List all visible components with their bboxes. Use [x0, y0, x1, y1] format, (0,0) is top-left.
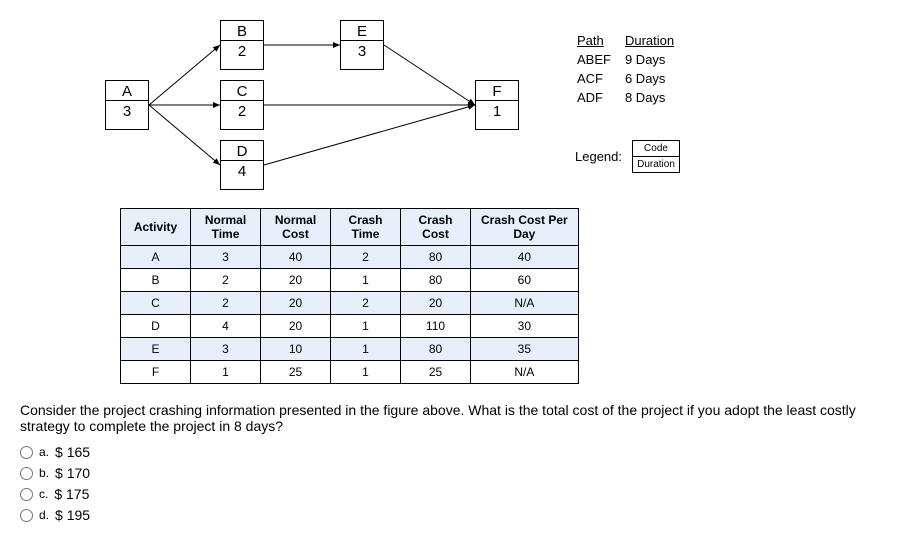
option-text-2: $ 175	[54, 486, 89, 502]
th-2: NormalCost	[261, 209, 331, 246]
legend: Legend: Code Duration	[575, 140, 680, 173]
cell-4-0: E	[121, 338, 191, 361]
dur-1: 6 Days	[625, 70, 686, 87]
path-0: ABEF	[577, 51, 623, 68]
node-C: C2	[220, 80, 264, 130]
paths-header-path: Path	[577, 33, 604, 48]
cell-0-5: 40	[471, 246, 579, 269]
cell-3-5: 30	[471, 315, 579, 338]
question-text: Consider the project crashing informatio…	[20, 402, 884, 434]
cell-3-3: 1	[331, 315, 401, 338]
option-text-3: $ 195	[55, 507, 90, 523]
cell-4-2: 10	[261, 338, 331, 361]
path-1: ACF	[577, 70, 623, 87]
node-B: B2	[220, 20, 264, 70]
cell-1-2: 20	[261, 269, 331, 292]
cell-2-4: 20	[401, 292, 471, 315]
cell-4-5: 35	[471, 338, 579, 361]
option-3[interactable]: d. $ 195	[20, 507, 884, 523]
legend-code: Code	[633, 141, 679, 156]
edges-svg	[20, 10, 884, 200]
cell-1-5: 60	[471, 269, 579, 292]
cell-0-3: 2	[331, 246, 401, 269]
cell-2-3: 2	[331, 292, 401, 315]
cell-0-1: 3	[191, 246, 261, 269]
path-2: ADF	[577, 89, 623, 106]
cell-1-3: 1	[331, 269, 401, 292]
legend-label: Legend:	[575, 149, 622, 164]
option-letter-0: a.	[39, 445, 49, 459]
legend-duration: Duration	[633, 156, 679, 172]
option-letter-3: d.	[39, 508, 49, 522]
node-E: E3	[340, 20, 384, 70]
diagram-area: A3 B2 C2 D4 E3 F1 Path Duration ABEF9 Days AC…	[20, 10, 884, 200]
cell-5-5: N/A	[471, 361, 579, 384]
option-text-0: $ 165	[55, 444, 90, 460]
cell-3-0: D	[121, 315, 191, 338]
option-1[interactable]: b. $ 170	[20, 465, 884, 481]
option-text-1: $ 170	[55, 465, 90, 481]
option-radio-1[interactable]	[20, 467, 33, 480]
cell-3-4: 110	[401, 315, 471, 338]
cell-5-4: 25	[401, 361, 471, 384]
option-radio-0[interactable]	[20, 446, 33, 459]
option-0[interactable]: a. $ 165	[20, 444, 884, 460]
cell-3-2: 20	[261, 315, 331, 338]
cell-5-2: 25	[261, 361, 331, 384]
node-A: A3	[105, 80, 149, 130]
th-4: CrashCost	[401, 209, 471, 246]
th-5: Crash Cost PerDay	[471, 209, 579, 246]
cell-2-1: 2	[191, 292, 261, 315]
cell-0-0: A	[121, 246, 191, 269]
th-1: NormalTime	[191, 209, 261, 246]
options: a. $ 165 b. $ 170 c. $ 175 d. $ 195	[20, 444, 884, 523]
cell-1-4: 80	[401, 269, 471, 292]
cell-2-2: 20	[261, 292, 331, 315]
dur-2: 8 Days	[625, 89, 686, 106]
cell-0-4: 80	[401, 246, 471, 269]
cell-1-1: 2	[191, 269, 261, 292]
option-radio-2[interactable]	[20, 488, 33, 501]
cell-3-1: 4	[191, 315, 261, 338]
node-D: D4	[220, 140, 264, 190]
option-letter-1: b.	[39, 466, 49, 480]
cell-5-1: 1	[191, 361, 261, 384]
cell-5-0: F	[121, 361, 191, 384]
option-2[interactable]: c. $ 175	[20, 486, 884, 502]
cell-5-3: 1	[331, 361, 401, 384]
cell-0-2: 40	[261, 246, 331, 269]
node-F: F1	[475, 80, 519, 130]
option-letter-2: c.	[39, 487, 48, 501]
cell-2-0: C	[121, 292, 191, 315]
th-3: CrashTime	[331, 209, 401, 246]
cell-1-0: B	[121, 269, 191, 292]
paths-table: Path Duration ABEF9 Days ACF6 Days ADF8 …	[575, 30, 688, 108]
crash-table: ActivityNormalTimeNormalCostCrashTimeCra…	[120, 208, 579, 384]
cell-2-5: N/A	[471, 292, 579, 315]
cell-4-3: 1	[331, 338, 401, 361]
paths-header-dur: Duration	[625, 33, 674, 48]
cell-4-4: 80	[401, 338, 471, 361]
dur-0: 9 Days	[625, 51, 686, 68]
th-0: Activity	[121, 209, 191, 246]
option-radio-3[interactable]	[20, 509, 33, 522]
cell-4-1: 3	[191, 338, 261, 361]
